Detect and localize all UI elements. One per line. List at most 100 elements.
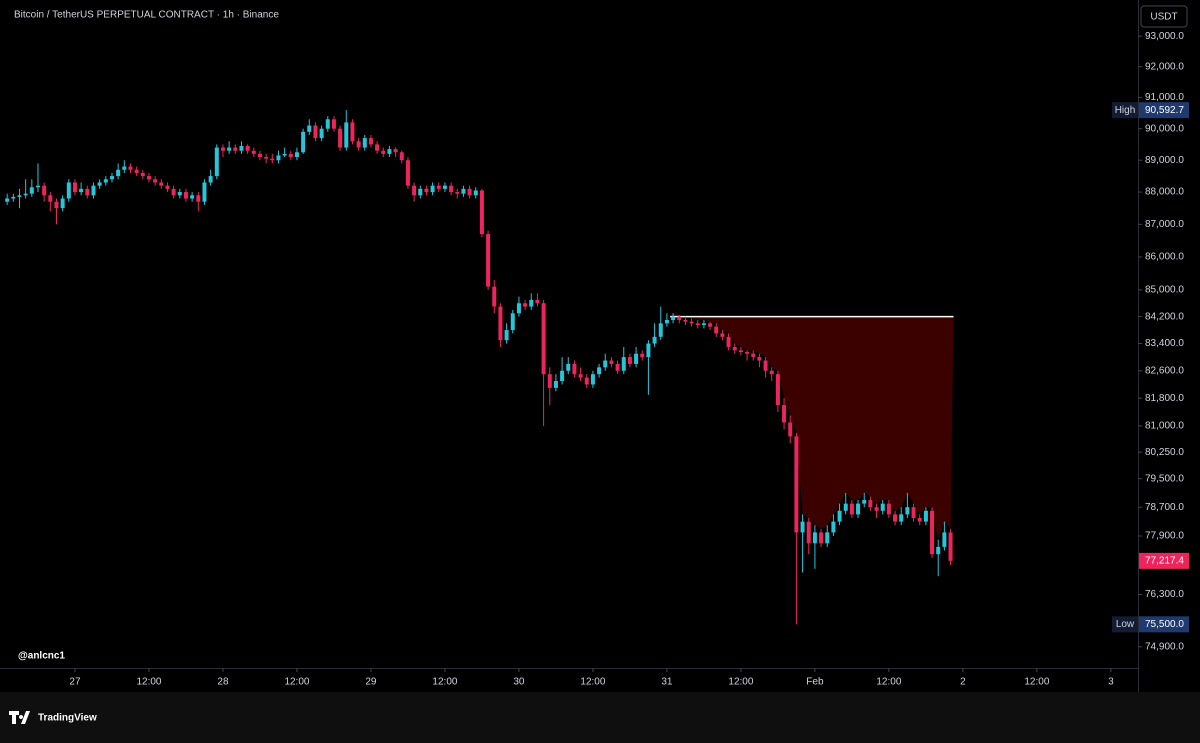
high-value-box [1139,102,1189,119]
candle-body [350,122,355,142]
candle-body [819,532,824,544]
x-tick-label: 2 [960,677,966,688]
candle-body [116,169,121,177]
candle-body [732,346,737,351]
candle-body [788,422,793,437]
candle-body [516,303,521,314]
candle-body [590,374,595,385]
watermark: @anlcnc1 [18,651,65,662]
candle-body [831,521,836,533]
candle-body [849,503,854,515]
candle-body [498,306,503,341]
x-tick-label: 12:00 [1024,677,1049,688]
candle-body [72,182,77,193]
candle-body [381,150,386,154]
y-tick-label: 84,200.0 [1145,311,1184,322]
candle-body [146,176,151,180]
brand-name: TradingView [38,713,97,724]
candle-body [664,319,669,324]
candle-body [387,149,392,154]
x-tick-label: 12:00 [728,677,753,688]
candle-body [800,521,805,533]
candle-body [547,374,552,388]
candle-body [23,193,28,196]
candle-body [467,188,472,196]
candle-body [257,153,262,158]
candle-body [695,323,700,326]
candle-body [159,182,164,186]
candle-body [91,185,96,196]
zone-area [670,313,954,540]
candle-body [294,152,299,158]
x-tick-label: 12:00 [432,677,457,688]
y-tick-label: 93,000.0 [1145,31,1184,42]
x-tick-label: 12:00 [876,677,901,688]
candle-body [85,188,90,196]
candle-body [609,360,614,364]
candle-body [775,374,780,406]
candle-body [479,190,484,235]
y-tick-label: 87,000.0 [1145,219,1184,230]
candle-body [936,546,941,555]
candle-body [812,532,817,544]
candle-body [738,350,743,353]
chart-background [0,0,1200,692]
candle-body [701,323,706,326]
candle-body [942,532,947,547]
candle-body [418,188,423,196]
candle-body [893,514,898,522]
y-tick-label: 82,600.0 [1145,365,1184,376]
candle-body [177,192,182,196]
candle-body [504,330,509,341]
candle-body [331,119,336,129]
y-tick-label: 92,000.0 [1145,61,1184,72]
y-tick-label: 86,000.0 [1145,252,1184,263]
candle-body [714,326,719,334]
low-name-box [1112,616,1138,633]
candle-body [405,160,410,186]
candle-body [794,436,799,533]
candle-body [726,336,731,347]
candle-body [424,188,429,193]
currency-button[interactable] [1140,5,1188,28]
currency-label[interactable]: USDT [1150,12,1177,23]
candle-body [412,185,417,196]
candle-body [319,128,324,139]
candle-body [763,360,768,371]
candle-body [140,172,145,177]
y-tick-label: 81,000.0 [1145,421,1184,432]
candle-body [128,166,133,170]
candle-body [621,357,626,371]
candle-body [60,198,65,209]
candle-body [103,179,108,183]
candle-body [122,166,127,170]
last-price-label: 77,217.4 [1145,556,1184,567]
candle-body [837,510,842,522]
x-tick-label: 3 [1108,677,1114,688]
footer-background [0,692,1200,743]
candle-body [196,195,201,202]
candle-body [745,352,750,354]
y-tick-label: 90,000.0 [1145,123,1184,134]
high-name: High [1115,105,1136,116]
y-tick-label: 80,250.0 [1145,447,1184,458]
candle-body [782,405,787,423]
candle-body [399,152,404,161]
y-tick-label: 78,700.0 [1145,502,1184,513]
candle-body [510,313,515,331]
candle-body [109,176,114,180]
candle-body [683,319,688,322]
candle-body [42,185,47,196]
candle-body [603,360,608,368]
candle-body [264,157,269,159]
candle-body [640,353,645,358]
candle-body [153,179,158,183]
candle-body [874,507,879,511]
candle-body [825,532,830,544]
candle-body [301,131,306,153]
candle-body [313,125,318,139]
candle-body [251,150,256,154]
y-tick-label: 89,000.0 [1145,155,1184,166]
high-name-box [1112,102,1138,119]
y-tick-label: 88,000.0 [1145,187,1184,198]
